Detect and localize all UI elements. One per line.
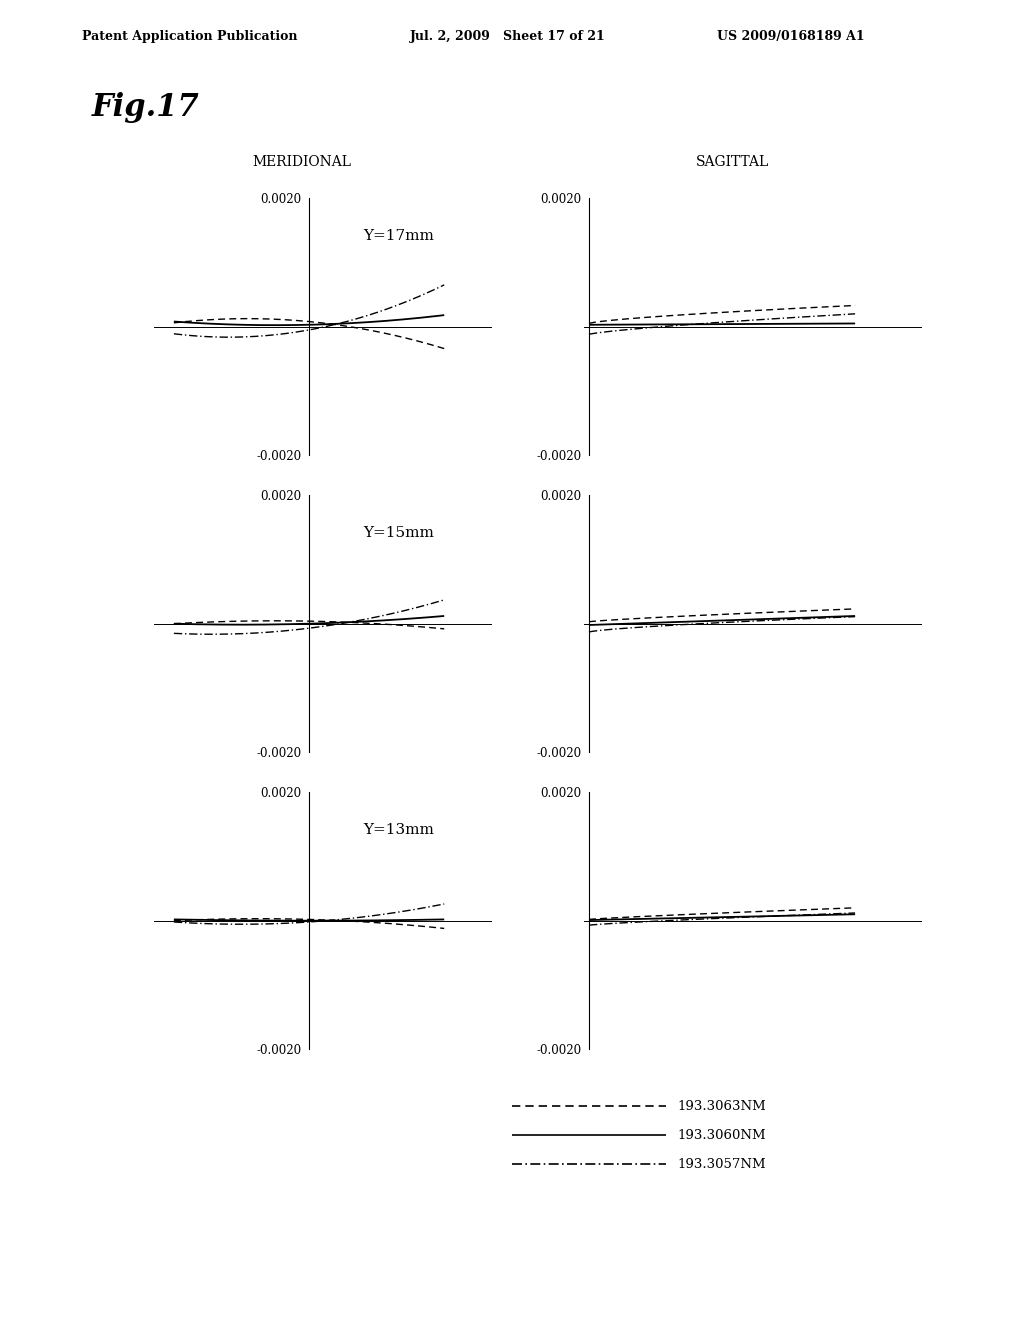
Text: 193.3057NM: 193.3057NM	[678, 1158, 767, 1171]
Text: SAGITTAL: SAGITTAL	[695, 154, 769, 169]
Text: Y=17mm: Y=17mm	[364, 228, 434, 243]
Text: Patent Application Publication: Patent Application Publication	[82, 30, 297, 44]
Text: 193.3060NM: 193.3060NM	[678, 1129, 767, 1142]
Text: Y=13mm: Y=13mm	[364, 822, 434, 837]
Text: Fig.17: Fig.17	[92, 92, 200, 123]
Text: Jul. 2, 2009   Sheet 17 of 21: Jul. 2, 2009 Sheet 17 of 21	[410, 30, 605, 44]
Text: Y=15mm: Y=15mm	[364, 525, 434, 540]
Text: 193.3063NM: 193.3063NM	[678, 1100, 767, 1113]
Text: US 2009/0168189 A1: US 2009/0168189 A1	[717, 30, 864, 44]
Text: MERIDIONAL: MERIDIONAL	[253, 154, 352, 169]
